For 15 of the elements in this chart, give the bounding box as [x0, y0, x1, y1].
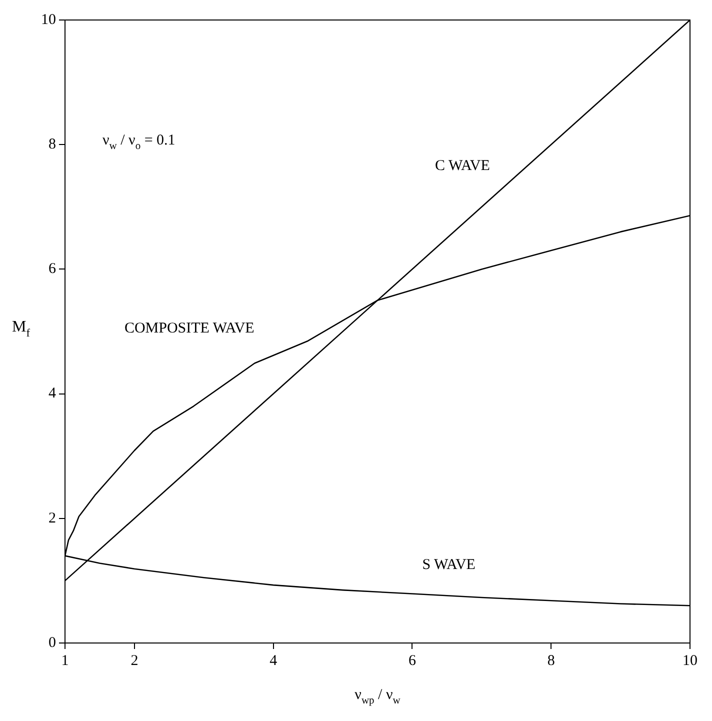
x-tick-label: 6	[408, 652, 416, 669]
y-tick-label: 2	[48, 510, 56, 526]
x-tick-label: 4	[270, 652, 278, 669]
series-label: C WAVE	[435, 158, 490, 174]
y-tick-label: 0	[48, 634, 56, 651]
x-tick-label: 2	[130, 652, 138, 669]
y-tick-label: 8	[48, 136, 56, 153]
series-label: S WAVE	[422, 556, 476, 573]
x-tick-label: 1	[61, 652, 69, 669]
y-tick-label: 10	[41, 12, 56, 28]
x-tick-label: 8	[547, 652, 555, 669]
y-tick-label: 6	[48, 261, 56, 278]
y-tick-label: 4	[48, 386, 56, 402]
series-label: COMPOSITE WAVE	[124, 320, 254, 336]
x-tick-label: 10	[682, 652, 698, 669]
